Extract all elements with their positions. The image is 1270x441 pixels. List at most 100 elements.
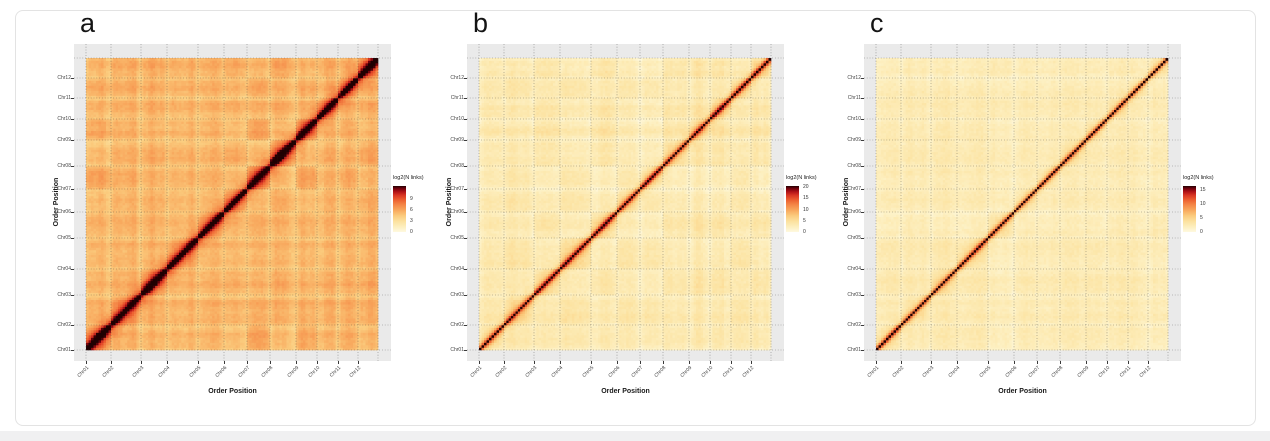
y-tick-mark	[464, 98, 467, 99]
x-tick-label: Chr02	[101, 365, 116, 379]
x-tick-label: Chr11	[328, 365, 343, 379]
x-axis-title-a: Order Position	[208, 388, 257, 395]
y-tick-label: Chr01	[450, 347, 464, 353]
x-tick-mark	[1037, 361, 1038, 364]
x-tick-label: Chr04	[550, 365, 565, 379]
x-tick-mark	[931, 361, 932, 364]
y-tick-mark	[861, 212, 864, 213]
y-tick-label: Chr05	[847, 235, 861, 241]
y-axis-title-b: Order Position	[446, 177, 453, 227]
x-tick-mark	[1014, 361, 1015, 364]
x-tick-mark	[1128, 361, 1129, 364]
legend-colorbar-a	[393, 186, 406, 232]
y-tick-label: Chr06	[847, 209, 861, 215]
y-tick-label: Chr01	[847, 347, 861, 353]
x-tick-label: Chr08	[1050, 365, 1065, 379]
x-tick-label: Chr03	[131, 365, 146, 379]
y-tick-label: Chr02	[847, 322, 861, 328]
y-tick-mark	[861, 140, 864, 141]
panel-label-b: b	[473, 8, 489, 38]
y-tick-label: Chr05	[57, 235, 71, 241]
panel-label-a: a	[80, 8, 96, 38]
y-tick-mark	[861, 98, 864, 99]
y-axis-title-a: Order Position	[53, 177, 60, 227]
x-tick-mark	[710, 361, 711, 364]
x-tick-label: Chr09	[286, 365, 301, 379]
y-tick-label: Chr02	[450, 322, 464, 328]
x-tick-label: Chr02	[494, 365, 509, 379]
x-tick-mark	[1107, 361, 1108, 364]
y-tick-mark	[71, 325, 74, 326]
x-tick-label: Chr07	[237, 365, 252, 379]
y-tick-mark	[71, 140, 74, 141]
y-tick-label: Chr11	[57, 95, 71, 101]
legend-tick-label: 3	[410, 217, 413, 224]
x-tick-label: Chr12	[1138, 365, 1153, 379]
legend-tick-label: 10	[803, 206, 809, 213]
x-tick-label: Chr09	[1076, 365, 1091, 379]
y-tick-mark	[861, 78, 864, 79]
y-tick-mark	[861, 238, 864, 239]
y-tick-mark	[71, 166, 74, 167]
x-tick-mark	[317, 361, 318, 364]
y-tick-mark	[464, 269, 467, 270]
x-tick-mark	[224, 361, 225, 364]
legend-colorbar-b	[786, 186, 799, 232]
y-tick-mark	[464, 350, 467, 351]
y-tick-label: Chr03	[450, 292, 464, 298]
x-tick-label: Chr06	[214, 365, 229, 379]
x-tick-mark	[751, 361, 752, 364]
x-tick-mark	[504, 361, 505, 364]
y-tick-mark	[71, 295, 74, 296]
y-tick-label: Chr08	[847, 163, 861, 169]
x-tick-mark	[663, 361, 664, 364]
x-tick-label: Chr04	[157, 365, 172, 379]
x-tick-mark	[560, 361, 561, 364]
heatmap-canvas-a	[74, 44, 391, 361]
y-tick-label: Chr08	[57, 163, 71, 169]
y-tick-label: Chr07	[57, 186, 71, 192]
x-tick-mark	[534, 361, 535, 364]
y-tick-label: Chr12	[450, 75, 464, 81]
panel-b: b Order Position Order Position log2(N l…	[409, 8, 869, 425]
y-tick-label: Chr03	[57, 292, 71, 298]
x-tick-mark	[988, 361, 989, 364]
x-tick-mark	[689, 361, 690, 364]
legend-tick-label: 15	[1200, 187, 1206, 194]
page-bottom-strip	[0, 431, 1270, 441]
legend-tick-label: 9	[410, 195, 413, 202]
y-tick-mark	[464, 238, 467, 239]
y-tick-mark	[464, 119, 467, 120]
x-tick-label: Chr07	[630, 365, 645, 379]
x-tick-label: Chr01	[76, 365, 91, 379]
x-tick-mark	[338, 361, 339, 364]
x-tick-label: Chr11	[1118, 365, 1133, 379]
x-tick-mark	[901, 361, 902, 364]
y-tick-label: Chr04	[57, 266, 71, 272]
x-tick-label: Chr03	[524, 365, 539, 379]
y-tick-mark	[71, 269, 74, 270]
y-tick-mark	[861, 166, 864, 167]
legend-tick-label: 10	[1200, 201, 1206, 208]
panel-label-c: c	[870, 8, 884, 38]
y-tick-mark	[464, 166, 467, 167]
x-tick-label: Chr12	[741, 365, 756, 379]
y-tick-label: Chr12	[847, 75, 861, 81]
y-tick-mark	[464, 212, 467, 213]
x-tick-mark	[111, 361, 112, 364]
y-tick-mark	[861, 295, 864, 296]
y-tick-mark	[464, 325, 467, 326]
legend-tick-label: 20	[803, 184, 809, 191]
y-tick-label: Chr03	[847, 292, 861, 298]
x-tick-label: Chr04	[947, 365, 962, 379]
x-tick-label: Chr06	[607, 365, 622, 379]
x-tick-label: Chr05	[188, 365, 203, 379]
legend-tick-label: 6	[410, 206, 413, 213]
x-axis-title-b: Order Position	[601, 388, 650, 395]
y-tick-mark	[464, 295, 467, 296]
y-tick-mark	[71, 189, 74, 190]
y-tick-mark	[71, 212, 74, 213]
x-tick-label: Chr02	[891, 365, 906, 379]
y-tick-label: Chr10	[57, 116, 71, 122]
x-tick-label: Chr09	[679, 365, 694, 379]
